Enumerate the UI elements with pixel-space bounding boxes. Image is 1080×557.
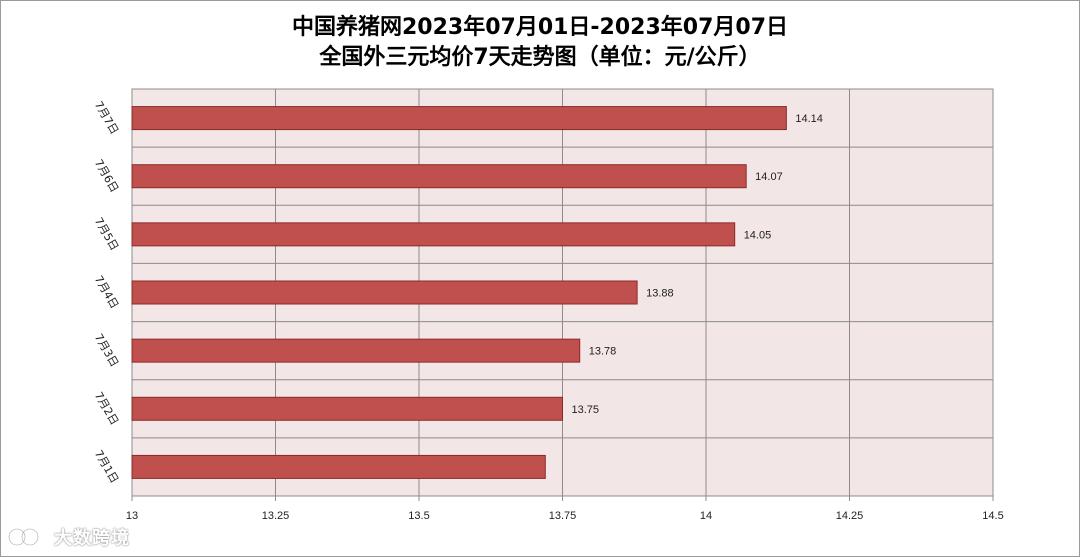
x-tick-label: 13 — [126, 510, 138, 522]
chart-subtitle: 全国外三元均价7天走势图（单位：元/公斤） — [319, 45, 761, 70]
category-label: 7月4日 — [92, 273, 121, 311]
x-tick-label: 14.25 — [836, 510, 864, 522]
x-tick-label: 13.75 — [549, 510, 577, 522]
category-label: 7月2日 — [92, 390, 121, 428]
bar — [131, 222, 736, 247]
data-label: 13.88 — [646, 288, 674, 300]
bar — [131, 164, 747, 189]
category-label: 7月6日 — [92, 157, 121, 195]
category-label: 7月5日 — [92, 215, 121, 253]
data-label: 13.78 — [589, 346, 617, 358]
watermark-text: 大数跨境 — [54, 528, 130, 549]
chart-title: 中国养猪网2023年07月01日-2023年07月07日 — [291, 15, 789, 40]
x-tick-label: 13.25 — [262, 510, 290, 522]
data-label: 14.05 — [744, 229, 772, 241]
bar — [131, 454, 546, 479]
data-label: 14.14 — [795, 113, 823, 125]
bar — [131, 396, 563, 421]
data-label: 13.75 — [572, 404, 600, 416]
bar — [131, 338, 581, 363]
x-tick-label: 13.5 — [408, 510, 429, 522]
category-label: 7月1日 — [92, 448, 121, 486]
category-label: 7月3日 — [92, 332, 121, 370]
x-tick-label: 14 — [700, 510, 712, 522]
bar — [131, 280, 638, 305]
bar — [131, 106, 787, 131]
data-label: 14.07 — [755, 171, 783, 183]
category-label: 7月7日 — [92, 99, 121, 137]
logo-icon — [8, 527, 46, 547]
watermark: 大数跨境 — [8, 524, 130, 550]
x-tick-label: 14.5 — [982, 510, 1003, 522]
